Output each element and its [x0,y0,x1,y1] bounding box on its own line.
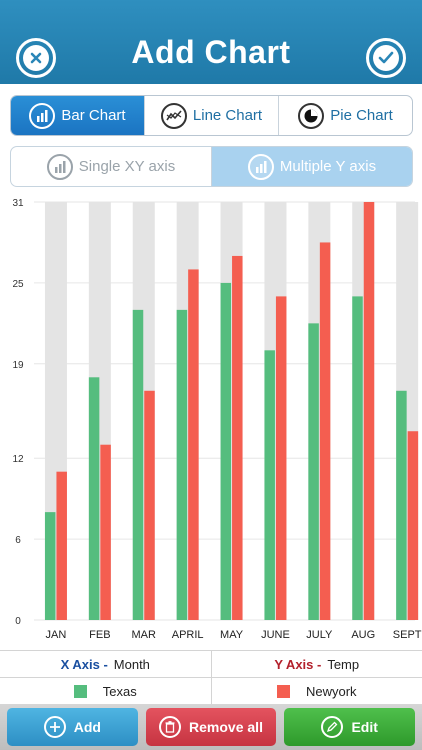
page-title: Add Chart [131,34,291,70]
x-axis-info: X Axis - Month [0,651,211,677]
tab-pie-chart[interactable]: Pie Chart [279,96,412,135]
legend-item-texas[interactable]: Texas [0,678,211,704]
x-axis-value: Month [113,656,150,672]
bar-newyork-may[interactable] [232,255,243,620]
pie-chart-icon [298,102,325,129]
y-tick-label: 19 [12,360,24,371]
y-tick-label: 25 [12,279,24,290]
add-button-label: Add [73,719,101,735]
x-tick-label: JAN [46,629,67,641]
bar-newyork-july[interactable] [319,242,331,621]
bar-newyork-april[interactable] [188,269,199,620]
x-tick-label: FEB [89,629,110,641]
y-axis-info: Y Axis - Temp [210,651,422,677]
bar-texas-may[interactable] [220,282,232,620]
x-tick-label: SEPT [393,629,422,641]
bar-newyork-feb[interactable] [100,444,111,620]
bar-chart-icon [247,153,274,180]
add-button[interactable]: Add [7,708,138,746]
newyork-swatch [276,684,290,698]
done-button[interactable] [366,38,406,78]
tab-line-chart-label: Line Chart [192,107,263,124]
x-tick-label: MAR [132,629,157,641]
chart-legend: X Axis - Month Y Axis - Temp Texas Newyo… [0,650,422,705]
y-tick-label: 31 [12,198,24,209]
bar-texas-july[interactable] [308,323,319,620]
y-tick-label: 12 [12,454,24,465]
bar-chart-icon [29,102,56,129]
tab-line-chart[interactable]: Line Chart [145,96,279,135]
bar-texas-sept[interactable] [396,390,407,620]
y-axis-name: Y Axis - [274,656,322,672]
bar-texas-aug[interactable] [352,296,363,620]
tab-pie-chart-label: Pie Chart [330,107,393,124]
bar-chart-icon [46,153,73,180]
close-button[interactable] [16,38,56,78]
tab-multiple-y-axis[interactable]: Multiple Y axis [212,147,412,186]
bar-texas-april[interactable] [176,309,188,620]
tab-bar-chart-label: Bar Chart [61,107,126,124]
x-tick-label: JULY [306,629,333,641]
legend-item-newyork-label: Newyork [305,683,357,699]
chart-type-selector: Bar Chart Line Chart Pie Chart [10,95,413,136]
bar-newyork-june[interactable] [275,296,287,620]
y-tick-label: 0 [15,616,21,627]
y-axis-value: Temp [327,656,360,672]
tab-multiple-y-axis-label: Multiple Y axis [279,158,377,175]
y-tick-label: 6 [15,535,21,546]
trash-icon [159,716,182,738]
axis-mode-selector: Single XY axis Multiple Y axis [10,146,413,187]
bar-newyork-mar[interactable] [144,390,155,620]
legend-item-newyork[interactable]: Newyork [210,678,422,704]
line-chart-icon [160,102,187,129]
legend-item-texas-label: Texas [102,683,137,699]
x-axis-name: X Axis - [60,656,108,672]
edit-button[interactable]: Edit [284,708,416,746]
plus-icon [43,716,66,738]
tab-bar-chart[interactable]: Bar Chart [11,96,145,135]
texas-swatch [73,684,87,698]
bar-texas-june[interactable] [264,350,275,620]
bar-newyork-sept[interactable] [407,431,419,620]
bar-newyork-aug[interactable] [363,202,375,620]
bar-texas-mar[interactable] [132,309,144,620]
remove-all-button[interactable]: Remove all [145,708,277,746]
close-icon [23,45,49,71]
bottom-toolbar: Add Remove all Edit [0,704,422,750]
bar-texas-jan[interactable] [44,512,56,620]
tab-single-xy-axis[interactable]: Single XY axis [11,147,212,186]
bar-newyork-jan[interactable] [56,471,67,620]
remove-all-button-label: Remove all [189,719,263,735]
bar-texas-feb[interactable] [88,377,100,620]
x-tick-label: APRIL [172,629,204,641]
x-tick-label: MAY [220,629,244,641]
header-bar: Add Chart [0,0,422,84]
edit-button-label: Edit [351,719,378,735]
x-tick-label: JUNE [261,629,290,641]
bar-chart: 0 6 12 19 25 31 JAN FEB MAR APRIL MAY JUNE JULY AUG SE… [12,198,422,641]
pencil-icon [321,716,344,738]
check-icon [373,45,399,71]
x-tick-label: AUG [351,629,375,641]
tab-single-xy-axis-label: Single XY axis [78,158,176,175]
